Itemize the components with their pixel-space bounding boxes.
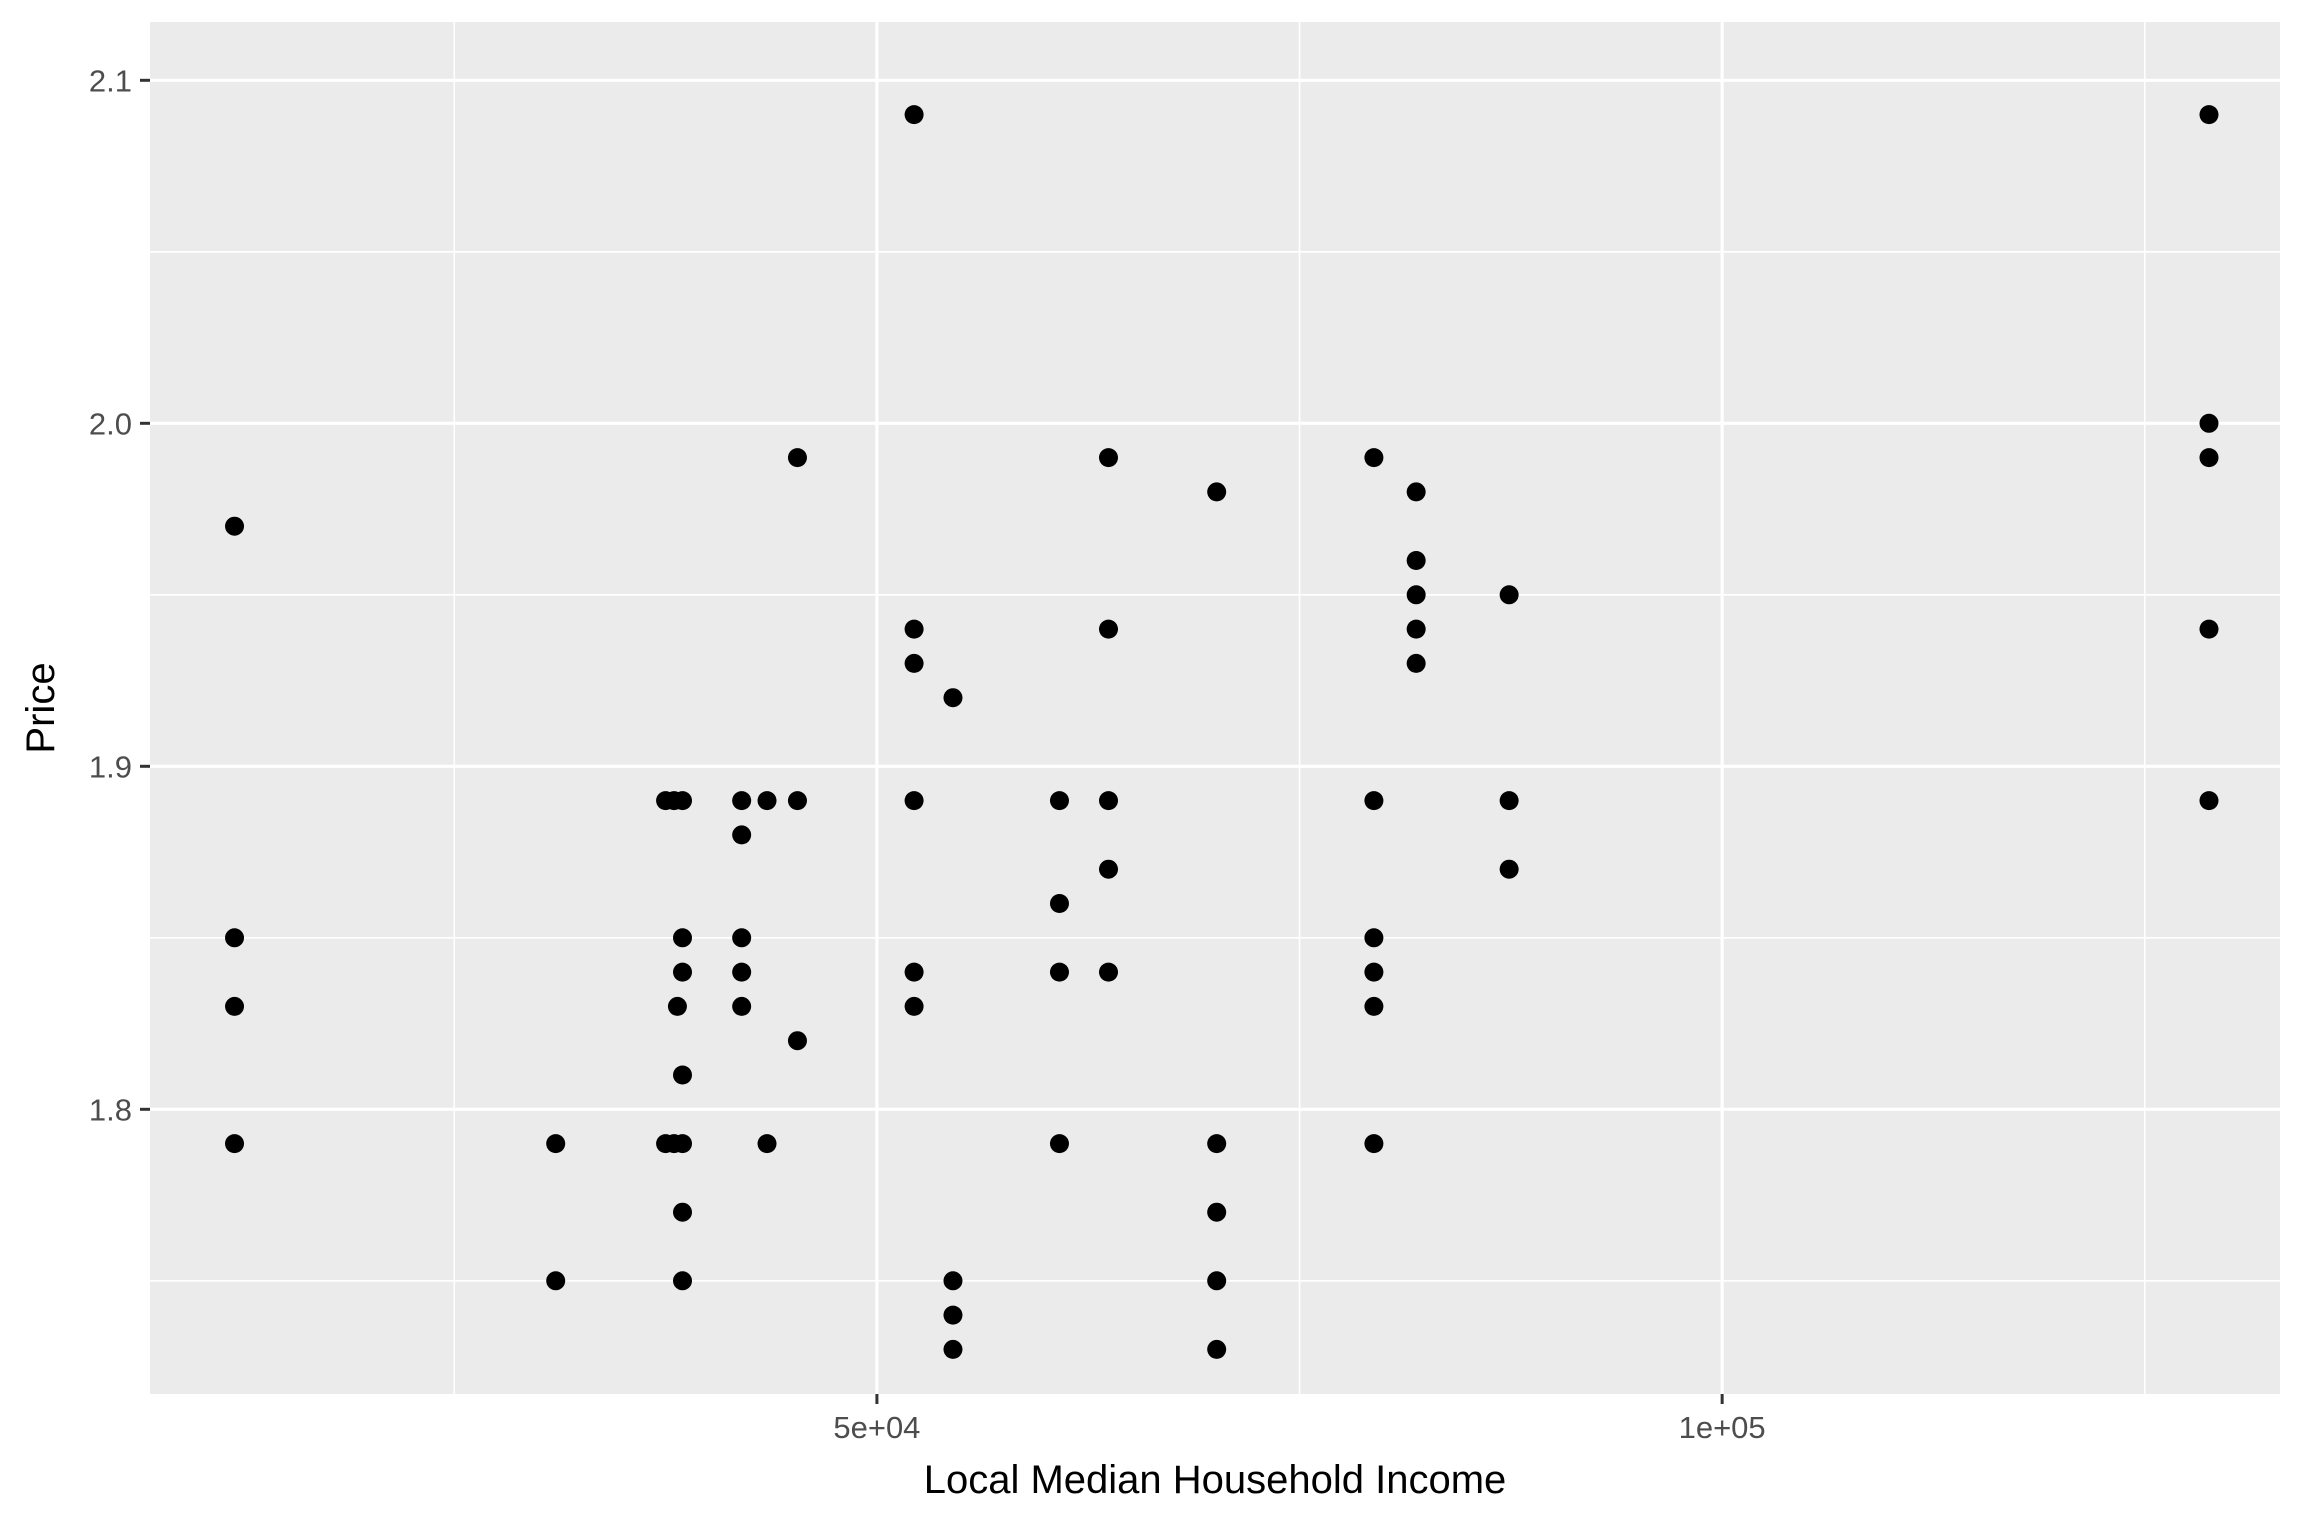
data-point xyxy=(787,448,807,468)
data-point xyxy=(1207,482,1227,502)
y-tick-label: 2.1 xyxy=(89,63,132,98)
x-tick-label: 5e+04 xyxy=(833,1410,920,1445)
data-point xyxy=(943,688,963,708)
data-point xyxy=(1364,1134,1384,1154)
x-axis-ticks: 5e+04 1e+05 xyxy=(833,1394,1766,1445)
data-point xyxy=(546,1134,566,1154)
data-point xyxy=(1207,1134,1227,1154)
data-point xyxy=(225,928,245,948)
data-point xyxy=(732,791,752,811)
data-point xyxy=(1406,482,1426,502)
data-point xyxy=(943,1271,963,1291)
data-point xyxy=(1099,619,1118,639)
data-point xyxy=(943,1305,963,1325)
data-points xyxy=(225,105,2219,1359)
data-point xyxy=(673,1202,692,1222)
y-axis-ticks: 1.8 1.9 2.0 2.1 xyxy=(89,63,150,1127)
data-point xyxy=(673,1134,692,1154)
data-point xyxy=(673,928,692,948)
data-point xyxy=(1049,1134,1069,1154)
data-point xyxy=(1406,551,1426,571)
data-point xyxy=(2199,791,2219,811)
data-point xyxy=(667,996,687,1016)
data-point xyxy=(1207,1271,1227,1291)
data-point xyxy=(787,1031,807,1051)
data-point xyxy=(904,653,924,673)
data-point xyxy=(1099,859,1118,879)
y-axis-title: Price xyxy=(19,662,63,753)
data-point xyxy=(1049,791,1069,811)
data-point xyxy=(1207,1202,1227,1222)
data-point xyxy=(1099,962,1118,982)
data-point xyxy=(757,1134,777,1154)
x-axis-title: Local Median Household Income xyxy=(924,1458,1507,1502)
data-point xyxy=(904,619,924,639)
data-point xyxy=(2199,413,2219,433)
y-tick-label: 1.8 xyxy=(89,1092,132,1127)
data-point xyxy=(1207,1339,1227,1359)
data-point xyxy=(546,1271,566,1291)
data-point xyxy=(1499,791,1519,811)
data-point xyxy=(673,1271,692,1291)
data-point xyxy=(1364,791,1384,811)
plot-panel xyxy=(150,22,2280,1394)
data-point xyxy=(2199,448,2219,468)
data-point xyxy=(787,791,807,811)
data-point xyxy=(673,791,692,811)
data-point xyxy=(1406,585,1426,605)
data-point xyxy=(1499,859,1519,879)
y-tick-label: 1.9 xyxy=(89,749,132,784)
data-point xyxy=(904,105,924,125)
data-point xyxy=(757,791,777,811)
data-point xyxy=(1364,448,1384,468)
data-point xyxy=(1364,928,1384,948)
data-point xyxy=(673,962,692,982)
data-point xyxy=(732,928,752,948)
minor-gridlines xyxy=(150,22,2280,1394)
data-point xyxy=(225,1134,245,1154)
data-point xyxy=(1499,585,1519,605)
data-point xyxy=(1364,962,1384,982)
data-point xyxy=(673,1065,692,1085)
data-point xyxy=(1406,619,1426,639)
data-point xyxy=(225,996,245,1016)
data-point xyxy=(904,962,924,982)
data-point xyxy=(904,791,924,811)
data-point xyxy=(904,996,924,1016)
data-point xyxy=(2199,105,2219,125)
x-tick-label: 1e+05 xyxy=(1679,1410,1766,1445)
data-point xyxy=(732,962,752,982)
data-point xyxy=(1406,653,1426,673)
data-point xyxy=(1049,962,1069,982)
data-point xyxy=(2199,619,2219,639)
major-gridlines xyxy=(150,22,2280,1394)
data-point xyxy=(225,516,245,536)
data-point xyxy=(1364,996,1384,1016)
y-tick-label: 2.0 xyxy=(89,406,132,441)
data-point xyxy=(1099,448,1118,468)
data-point xyxy=(1049,894,1069,914)
data-point xyxy=(1099,791,1118,811)
data-point xyxy=(943,1339,963,1359)
data-point xyxy=(732,825,752,845)
data-point xyxy=(732,996,752,1016)
